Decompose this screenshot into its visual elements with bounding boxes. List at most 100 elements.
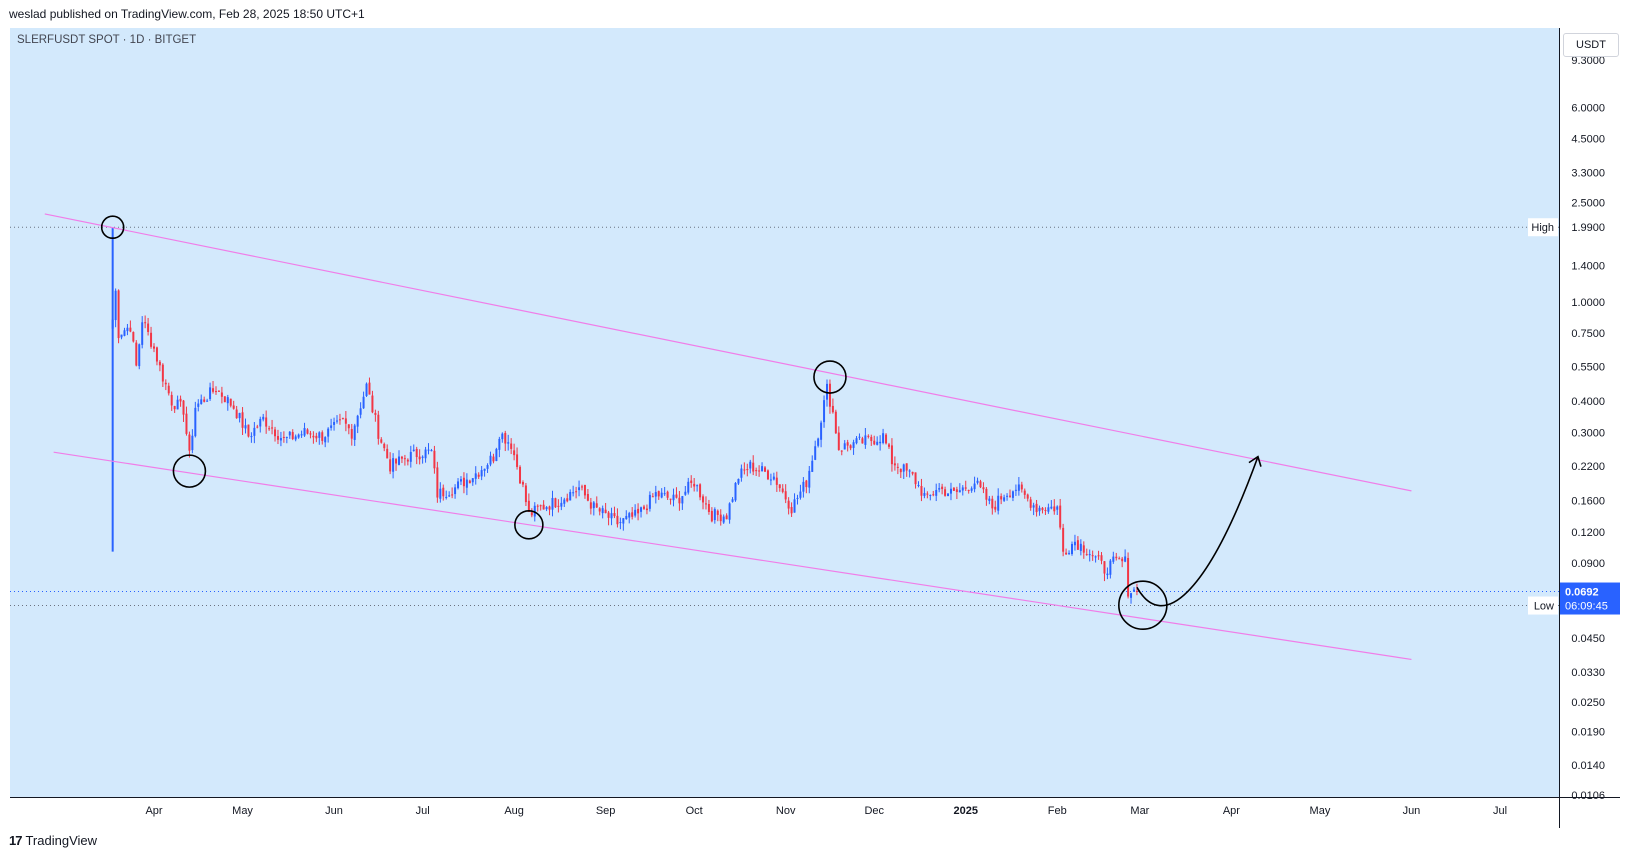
candle-body[interactable] bbox=[274, 429, 277, 437]
candle-body[interactable] bbox=[448, 495, 451, 497]
candle-body[interactable] bbox=[728, 503, 731, 520]
candle-body[interactable] bbox=[504, 432, 507, 444]
candle-body[interactable] bbox=[696, 485, 699, 487]
candle-body[interactable] bbox=[477, 474, 480, 477]
candle-body[interactable] bbox=[1073, 541, 1076, 546]
candle-body[interactable] bbox=[536, 505, 539, 507]
candle-body[interactable] bbox=[203, 399, 206, 402]
candle-body[interactable] bbox=[716, 510, 719, 515]
candle-body[interactable] bbox=[212, 388, 215, 392]
candle-body[interactable] bbox=[982, 487, 985, 490]
candle-body[interactable] bbox=[327, 428, 330, 437]
candle-body[interactable] bbox=[719, 514, 722, 522]
candle-body[interactable] bbox=[663, 493, 666, 495]
candle-body[interactable] bbox=[471, 478, 474, 483]
candle-body[interactable] bbox=[519, 466, 522, 484]
candle-body[interactable] bbox=[740, 468, 743, 478]
candle-body[interactable] bbox=[197, 403, 200, 407]
candle-body[interactable] bbox=[1020, 484, 1023, 490]
candle-body[interactable] bbox=[492, 456, 495, 462]
candle-body[interactable] bbox=[474, 473, 477, 479]
candle-body[interactable] bbox=[356, 415, 359, 427]
circle-annotation[interactable] bbox=[172, 454, 207, 488]
candle-body[interactable] bbox=[947, 493, 950, 497]
candle-body[interactable] bbox=[209, 387, 212, 400]
candle-body[interactable] bbox=[805, 480, 808, 488]
candle-body[interactable] bbox=[244, 425, 247, 429]
candle-body[interactable] bbox=[997, 495, 1000, 511]
candle-body[interactable] bbox=[1006, 495, 1009, 497]
candle-body[interactable] bbox=[167, 385, 170, 394]
candle-body[interactable] bbox=[238, 412, 241, 419]
candle-body[interactable] bbox=[802, 481, 805, 492]
last-price-badge[interactable] bbox=[1560, 582, 1620, 615]
candle-body[interactable] bbox=[1100, 555, 1103, 561]
candle-body[interactable] bbox=[117, 290, 120, 339]
candle-body[interactable] bbox=[1065, 552, 1068, 555]
candle-body[interactable] bbox=[312, 435, 315, 438]
candle-body[interactable] bbox=[300, 434, 303, 436]
candle-body[interactable] bbox=[462, 477, 465, 487]
candle-body[interactable] bbox=[864, 435, 867, 445]
candle-body[interactable] bbox=[713, 509, 716, 521]
candle-body[interactable] bbox=[902, 464, 905, 472]
candle-body[interactable] bbox=[583, 484, 586, 496]
candle-body[interactable] bbox=[976, 480, 979, 483]
candle-body[interactable] bbox=[551, 497, 554, 510]
candle-body[interactable] bbox=[412, 449, 415, 451]
candle-body[interactable] bbox=[445, 496, 448, 498]
candle-body[interactable] bbox=[917, 484, 920, 486]
candle-body[interactable] bbox=[958, 490, 961, 493]
candle-body[interactable] bbox=[318, 432, 321, 438]
candle-body[interactable] bbox=[678, 497, 681, 504]
candle-body[interactable] bbox=[454, 487, 457, 495]
candle-body[interactable] bbox=[176, 399, 179, 410]
candle-body[interactable] bbox=[259, 418, 262, 427]
candle-body[interactable] bbox=[194, 407, 197, 437]
candle-body[interactable] bbox=[374, 412, 377, 415]
candle-body[interactable] bbox=[1047, 507, 1050, 512]
candle-body[interactable] bbox=[465, 479, 468, 488]
candle-body[interactable] bbox=[338, 419, 341, 421]
candle-body[interactable] bbox=[539, 505, 542, 507]
candle-body[interactable] bbox=[1094, 556, 1097, 558]
candle-body[interactable] bbox=[359, 408, 362, 415]
candle-body[interactable] bbox=[846, 442, 849, 446]
candle-body[interactable] bbox=[896, 466, 899, 468]
candle-body[interactable] bbox=[1070, 544, 1073, 555]
candle-body[interactable] bbox=[483, 468, 486, 471]
candle-body[interactable] bbox=[424, 449, 427, 459]
candle-body[interactable] bbox=[315, 435, 318, 439]
candle-body[interactable] bbox=[1115, 556, 1118, 559]
candle-body[interactable] bbox=[155, 347, 158, 362]
candle-body[interactable] bbox=[595, 503, 598, 508]
candle-body[interactable] bbox=[217, 390, 220, 392]
candle-body[interactable] bbox=[400, 456, 403, 459]
candle-body[interactable] bbox=[132, 332, 135, 342]
candle-body[interactable] bbox=[324, 437, 327, 443]
candle-body[interactable] bbox=[843, 443, 846, 450]
candle-body[interactable] bbox=[849, 445, 852, 449]
candle-body[interactable] bbox=[433, 450, 436, 469]
candle-body[interactable] bbox=[495, 448, 498, 461]
candle-body[interactable] bbox=[226, 397, 229, 404]
candle-body[interactable] bbox=[147, 323, 150, 332]
candle-body[interactable] bbox=[964, 487, 967, 489]
candle-body[interactable] bbox=[164, 382, 167, 385]
candle-body[interactable] bbox=[799, 491, 802, 498]
candle-body[interactable] bbox=[383, 443, 386, 449]
candle-body[interactable] bbox=[607, 512, 610, 518]
candle-body[interactable] bbox=[362, 396, 365, 409]
candle-body[interactable] bbox=[710, 510, 713, 522]
candle-body[interactable] bbox=[598, 508, 601, 512]
candle-body[interactable] bbox=[837, 432, 840, 450]
candle-body[interactable] bbox=[764, 467, 767, 472]
candle-body[interactable] bbox=[873, 440, 876, 445]
time-axis-bg[interactable] bbox=[10, 798, 1559, 826]
candle-body[interactable] bbox=[834, 411, 837, 434]
candle-body[interactable] bbox=[743, 469, 746, 471]
candle-body[interactable] bbox=[675, 494, 678, 498]
candle-body[interactable] bbox=[141, 322, 144, 345]
candle-body[interactable] bbox=[1014, 489, 1017, 491]
candle-body[interactable] bbox=[129, 327, 132, 332]
